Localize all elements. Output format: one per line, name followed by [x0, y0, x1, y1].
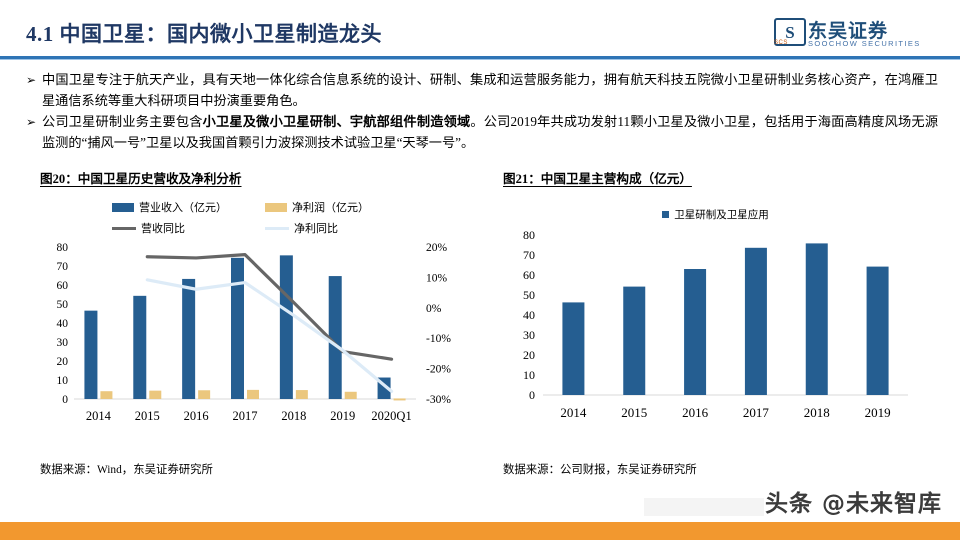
svg-text:20: 20: [523, 348, 535, 362]
legend-swatch-revenue: [112, 202, 134, 212]
svg-text:-10%: -10%: [426, 333, 451, 345]
svg-text:40: 40: [523, 308, 535, 322]
bullet-marker-icon: ➢: [26, 115, 37, 129]
watermark-ghost: [644, 498, 764, 516]
svg-text:10: 10: [523, 368, 535, 382]
title-divider-light: [0, 59, 960, 60]
figure-21-source: 数据来源：公司财报，东吴证券研究所: [503, 464, 697, 476]
svg-text:20: 20: [57, 356, 69, 368]
svg-text:2016: 2016: [184, 409, 209, 423]
bullet-item-2: ➢ 公司卫星研制业务主要包含小卫星及微小卫星研制、宇航部组件制造领域。公司201…: [26, 112, 938, 153]
legend-label-revenue: 营业收入（亿元）: [139, 202, 227, 214]
svg-text:-30%: -30%: [426, 394, 451, 406]
legend-item-netprofit: 净利润（亿元）: [265, 199, 369, 215]
logo-name-en: SOOCHOW SECURITIES: [808, 39, 921, 48]
legend-swatch-revenue-yoy: [112, 226, 136, 230]
svg-text:2017: 2017: [743, 405, 770, 420]
legend-label-netprofit: 净利润（亿元）: [292, 202, 369, 214]
svg-text:0: 0: [62, 394, 68, 406]
svg-text:0%: 0%: [426, 303, 442, 315]
bullet-text-2-suffix: 。公司2019年共成功发射11颗小卫星及微小卫星，包括用于海面高精度风场无源监测…: [42, 114, 939, 150]
brand-logo: S SCS 东吴证券 SOOCHOW SECURITIES: [774, 16, 942, 50]
figure-21-legend: 卫星研制及卫星应用: [503, 201, 928, 227]
svg-text:30: 30: [523, 328, 535, 342]
svg-text:-20%: -20%: [426, 364, 451, 376]
legend-label-satellite: 卫星研制及卫星应用: [674, 209, 769, 221]
legend-swatch-netprofit-yoy: [265, 226, 289, 230]
svg-text:2019: 2019: [865, 405, 891, 420]
svg-text:2018: 2018: [281, 409, 306, 423]
figure-20-source: 数据来源：Wind，东吴证券研究所: [40, 464, 213, 476]
svg-text:80: 80: [523, 228, 535, 242]
logo-swirl-icon: S: [774, 18, 806, 46]
figure-21-svg: 0 10 20 30 40 50 60 70 80 2014 2015 2016 2017 2018 201…: [523, 228, 908, 420]
bullet-list: ➢ 中国卫星专注于航天产业，具有天地一体化综合信息系统的设计、研制、集成和运营服…: [26, 70, 938, 154]
title-divider: [0, 56, 960, 59]
figure-21-title: 图21：中国卫星主营构成（亿元）: [503, 172, 692, 186]
svg-text:2019: 2019: [330, 409, 355, 423]
svg-text:2018: 2018: [804, 405, 830, 420]
svg-text:50: 50: [57, 299, 69, 311]
svg-text:20%: 20%: [426, 242, 448, 254]
watermark-text: 头条 @未来智库: [764, 491, 942, 517]
svg-text:10: 10: [57, 375, 69, 387]
svg-text:2017: 2017: [233, 409, 258, 423]
footer-bar: [0, 522, 960, 540]
svg-text:60: 60: [523, 268, 535, 282]
legend-item-revenue-yoy: 营收同比: [112, 220, 185, 236]
legend-label-revenue-yoy: 营收同比: [141, 223, 185, 235]
svg-text:30: 30: [57, 337, 69, 349]
svg-text:2015: 2015: [621, 405, 647, 420]
logo-submark: SCS: [774, 40, 788, 46]
svg-text:80: 80: [57, 242, 69, 254]
figure-20-plot: 0 10 20 30 40 50 60 70 80 20% 10% 0% -10% -20% -30% 201…: [40, 239, 460, 449]
svg-text:10%: 10%: [426, 272, 448, 284]
legend-swatch-netprofit: [265, 202, 287, 212]
svg-text:2015: 2015: [135, 409, 160, 423]
figure-20-title: 图20：中国卫星历史营收及净利分析: [40, 172, 242, 186]
svg-text:2014: 2014: [86, 409, 112, 423]
figure-20-svg: 0 10 20 30 40 50 60 70 80 20% 10% 0% -10% -20% -30% 201…: [57, 242, 452, 423]
bullet-item-1: ➢ 中国卫星专注于航天产业，具有天地一体化综合信息系统的设计、研制、集成和运营服…: [26, 70, 938, 111]
figure-21-plot: 0 10 20 30 40 50 60 70 80 2014 2015 2016 2017 2018 201…: [503, 227, 928, 442]
bullet-text-2-bold: 小卫星及微小卫星研制、宇航部组件制造领域: [202, 114, 471, 129]
legend-item-netprofit-yoy: 净利同比: [265, 220, 338, 236]
legend-swatch-satellite: [662, 210, 670, 218]
logo-name-cn: 东吴证券: [808, 21, 889, 42]
bullet-text-1: 中国卫星专注于航天产业，具有天地一体化综合信息系统的设计、研制、集成和运营服务能…: [42, 72, 938, 108]
figure-20-legend: 营业收入（亿元） 净利润（亿元） 营收同比 净利同比: [40, 199, 460, 239]
legend-label-netprofit-yoy: 净利同比: [294, 223, 338, 235]
slide-header: 4.1 中国卫星：国内微小卫星制造龙头: [0, 18, 960, 60]
figure-20: 图20：中国卫星历史营收及净利分析 营业收入（亿元） 净利润（亿元） 营收同比 …: [40, 168, 460, 449]
svg-text:0: 0: [529, 388, 535, 402]
svg-text:60: 60: [57, 280, 69, 292]
svg-text:70: 70: [523, 248, 535, 262]
svg-text:2020Q1: 2020Q1: [371, 409, 411, 423]
bullet-marker-icon: ➢: [26, 73, 37, 87]
svg-text:70: 70: [57, 261, 69, 273]
legend-item-revenue: 营业收入（亿元）: [112, 199, 227, 215]
svg-text:40: 40: [57, 318, 69, 330]
svg-text:2014: 2014: [560, 405, 587, 420]
svg-text:2016: 2016: [682, 405, 709, 420]
figure-21: 图21：中国卫星主营构成（亿元） 卫星研制及卫星应用 0 10 20 30 40 50 60…: [503, 168, 928, 442]
page-title: 4.1 中国卫星：国内微小卫星制造龙头: [26, 22, 382, 46]
bullet-text-2-prefix: 公司卫星研制业务主要包含: [42, 114, 203, 129]
svg-text:50: 50: [523, 288, 535, 302]
